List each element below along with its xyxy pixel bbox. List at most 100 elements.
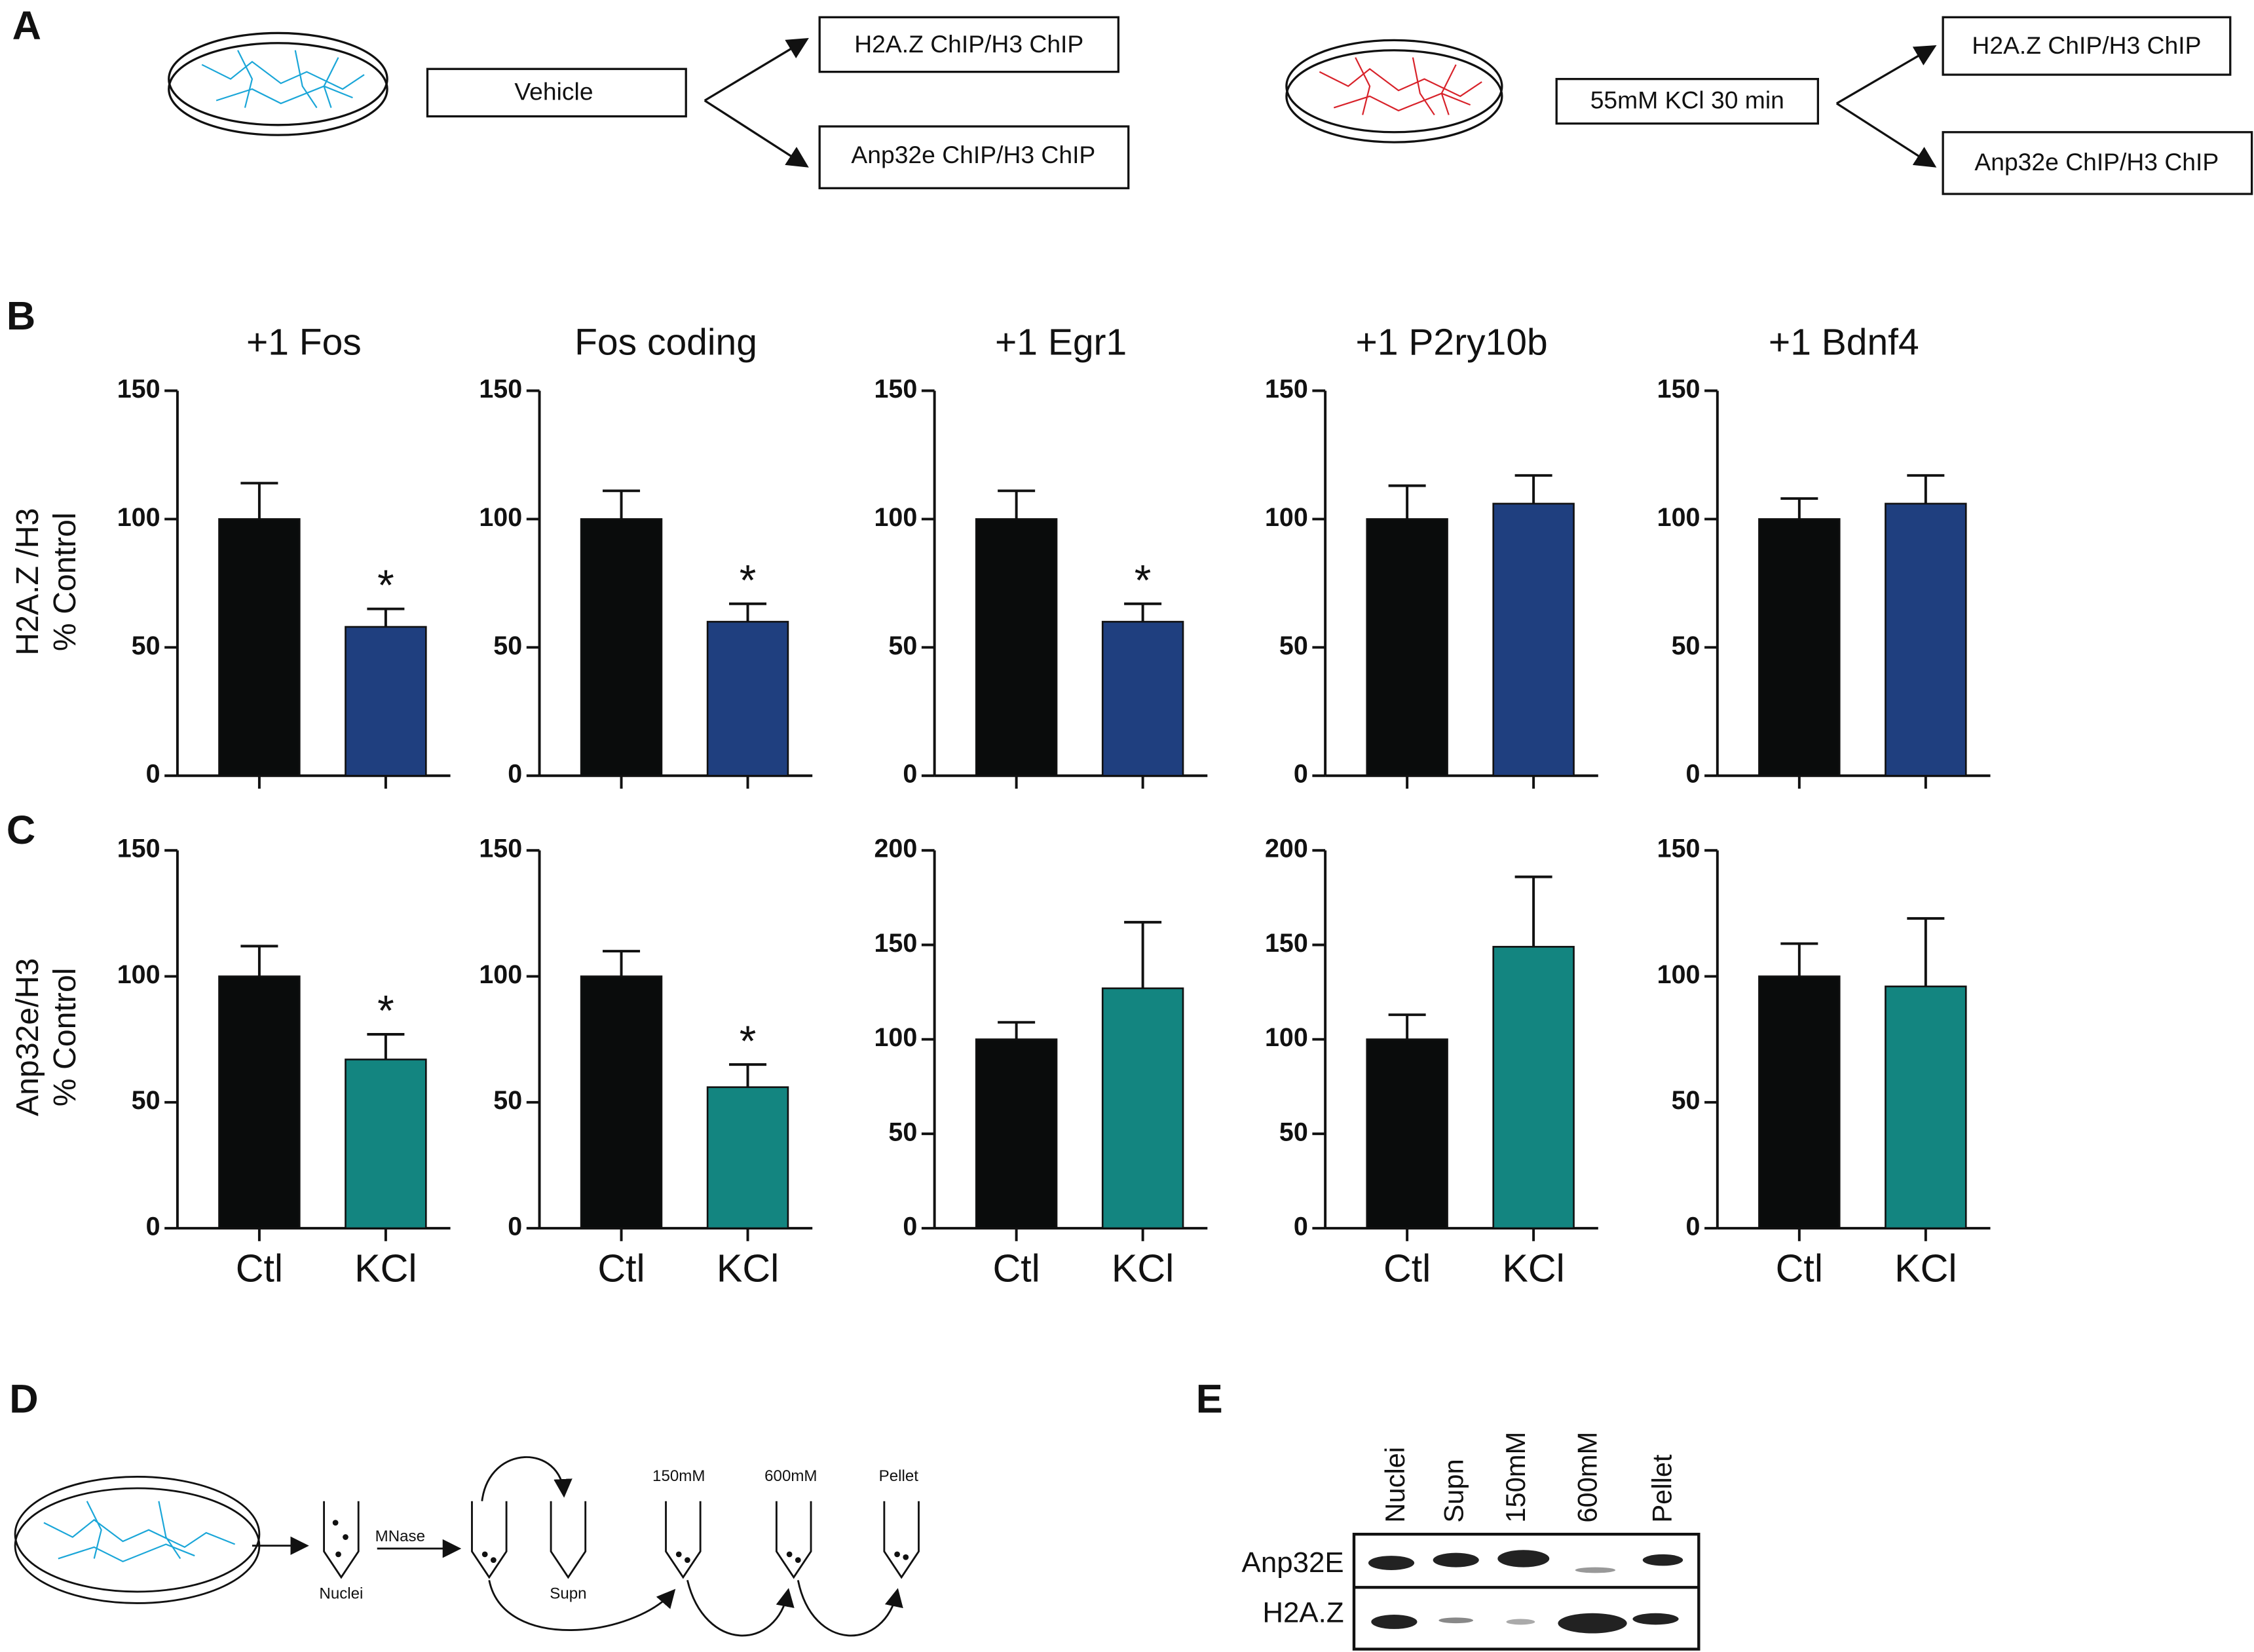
- y-tick-label: 150: [117, 835, 160, 863]
- lane-label: Nuclei: [1380, 1447, 1410, 1523]
- error-bar: [1388, 484, 1426, 519]
- significance: *: [377, 561, 394, 609]
- y-tick-label: 150: [874, 929, 917, 958]
- bar: [706, 620, 789, 777]
- step-label: 600mM: [764, 1467, 817, 1485]
- y-tick-label: 50: [1279, 631, 1308, 660]
- chart-title: +1 Egr1: [995, 321, 1127, 363]
- y-tick-label: 0: [508, 760, 522, 789]
- y-tick-label: 50: [132, 1086, 160, 1115]
- y-tick-label: 100: [479, 503, 522, 532]
- step-label: Nuclei: [319, 1585, 363, 1603]
- error-bar: [1780, 942, 1818, 977]
- y-tick-label: 100: [1265, 503, 1308, 532]
- bar: [1492, 946, 1575, 1230]
- error-bar: [1388, 1013, 1426, 1040]
- bar: [1492, 502, 1575, 777]
- y-tick-label: 150: [874, 375, 917, 404]
- x-tick-label: Ctl: [236, 1246, 283, 1290]
- error-bar: [1514, 474, 1552, 504]
- panel-e: [1352, 1532, 1700, 1651]
- step-label: MNase: [375, 1528, 425, 1545]
- y-tick-label: 50: [132, 631, 160, 660]
- row-label: H2A.Z: [1262, 1597, 1343, 1629]
- treatment-box: 55mM KCl 30 min: [1590, 86, 1784, 114]
- y-tick-label: 100: [1657, 960, 1700, 989]
- lane-label: 600mM: [1572, 1432, 1603, 1523]
- panel-a: [168, 16, 2253, 195]
- y-axis-label: Anp32e/H3: [10, 958, 45, 1116]
- x-tick-label: KCl: [354, 1246, 417, 1290]
- lane-label: Pellet: [1647, 1454, 1678, 1523]
- y-tick-label: 50: [1672, 631, 1700, 660]
- bar: [345, 626, 427, 777]
- x-tick-label: KCl: [717, 1246, 779, 1290]
- y-tick-label: 100: [874, 503, 917, 532]
- error-bar: [998, 489, 1036, 519]
- error-bar: [1907, 917, 1945, 986]
- error-bar: [729, 602, 767, 622]
- y-tick-label: 150: [479, 375, 522, 404]
- treatment-box: Vehicle: [514, 77, 593, 105]
- y-tick-label: 100: [874, 1023, 917, 1052]
- panel-label: E: [1196, 1377, 1223, 1422]
- y-tick-label: 50: [888, 1117, 917, 1146]
- bar: [345, 1059, 427, 1230]
- error-bar: [240, 481, 278, 519]
- y-tick-label: 0: [146, 1212, 160, 1241]
- x-tick-label: KCl: [1894, 1246, 1957, 1290]
- x-tick-label: Ctl: [1776, 1246, 1823, 1290]
- bar: [1758, 975, 1841, 1230]
- x-tick-label: Ctl: [992, 1246, 1040, 1290]
- y-tick-label: 0: [1294, 760, 1308, 789]
- output-box: Anp32e ChIP/H3 ChIP: [1974, 148, 2219, 176]
- x-tick-label: KCl: [1502, 1246, 1564, 1290]
- y-tick-label: 150: [1265, 929, 1308, 958]
- output-box: Anp32e ChIP/H3 ChIP: [851, 141, 1095, 168]
- error-bar: [603, 489, 641, 519]
- bar: [1885, 502, 1967, 777]
- error-bar: [367, 607, 405, 627]
- panel-d: [14, 1456, 920, 1637]
- y-tick-label: 150: [1265, 375, 1308, 404]
- error-bar: [240, 945, 278, 977]
- step-label: 150mM: [652, 1467, 705, 1485]
- y-axis-label: % Control: [47, 967, 83, 1106]
- y-tick-label: 0: [903, 1212, 917, 1241]
- y-tick-label: 150: [1657, 835, 1700, 863]
- bar: [1101, 987, 1184, 1230]
- y-tick-label: 100: [1265, 1023, 1308, 1052]
- error-bar: [1124, 920, 1162, 988]
- step-label: Supn: [550, 1585, 586, 1603]
- y-tick-label: 0: [146, 760, 160, 789]
- error-bar: [998, 1021, 1036, 1040]
- chart-title: Fos coding: [574, 321, 757, 363]
- y-tick-label: 100: [117, 960, 160, 989]
- bar: [580, 975, 663, 1230]
- chart-title: +1 Fos: [246, 321, 362, 363]
- significance: *: [740, 1017, 757, 1065]
- x-tick-label: Ctl: [597, 1246, 645, 1290]
- error-bar: [603, 950, 641, 977]
- bar: [1366, 518, 1448, 777]
- y-tick-label: 200: [874, 835, 917, 863]
- lane-label: Supn: [1438, 1459, 1469, 1522]
- step-label: Pellet: [879, 1467, 919, 1485]
- y-tick-label: 200: [1265, 835, 1308, 863]
- y-tick-label: 0: [1294, 1212, 1308, 1241]
- panel-label: C: [7, 808, 35, 853]
- bar: [975, 518, 1058, 777]
- bar: [975, 1038, 1058, 1230]
- error-bar: [1780, 497, 1818, 519]
- x-tick-label: Ctl: [1383, 1246, 1431, 1290]
- bar: [1101, 620, 1184, 777]
- y-tick-label: 0: [508, 1212, 522, 1241]
- bar: [1885, 985, 1967, 1230]
- y-tick-label: 50: [1672, 1086, 1700, 1115]
- y-tick-label: 100: [479, 960, 522, 989]
- lane-label: 150mM: [1500, 1432, 1531, 1523]
- y-tick-label: 150: [1657, 375, 1700, 404]
- x-tick-label: KCl: [1112, 1246, 1174, 1290]
- y-tick-label: 0: [903, 760, 917, 789]
